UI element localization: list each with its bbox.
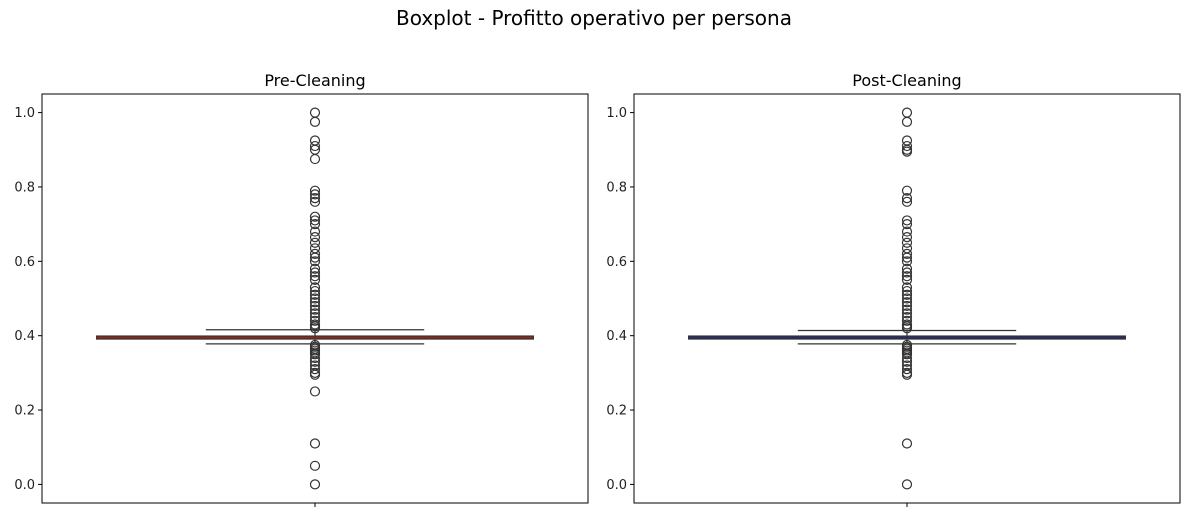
- y-tick-label: 0.6: [606, 255, 627, 270]
- outlier-point: [901, 243, 913, 254]
- y-tick-label: 0.2: [606, 404, 627, 419]
- outlier-point: [309, 367, 321, 378]
- outlier-point: [901, 282, 913, 293]
- outlier-point: [309, 140, 321, 152]
- outlier-point: [309, 311, 321, 323]
- axes-frame: [633, 93, 1181, 504]
- outlier-point: [901, 289, 913, 300]
- y-tick-label: 0.0: [14, 478, 35, 493]
- outlier-point: [901, 479, 913, 490]
- subplot-title: Pre-Cleaning: [264, 71, 365, 90]
- outlier-point: [901, 293, 913, 304]
- outlier-point: [309, 386, 321, 397]
- y-tick-label: 0.4: [14, 329, 35, 344]
- outlier-point: [901, 304, 913, 315]
- outlier-point: [309, 274, 321, 286]
- outlier-point: [901, 297, 913, 308]
- outlier-point: [309, 153, 321, 165]
- outlier-point: [901, 308, 913, 319]
- outlier-point: [901, 237, 913, 248]
- outlier-point: [901, 339, 913, 351]
- outlier-point: [309, 438, 321, 449]
- outlier-point: [901, 232, 913, 243]
- outlier-point: [901, 140, 913, 152]
- y-tick-label: 0.8: [14, 180, 35, 195]
- outlier-point: [309, 248, 321, 259]
- outlier-point: [901, 360, 913, 371]
- outlier-point: [309, 479, 321, 490]
- outlier-point: [901, 219, 913, 230]
- outlier-point: [309, 189, 321, 200]
- outlier-point: [901, 274, 913, 286]
- outlier-point: [901, 267, 913, 278]
- outlier-point: [309, 237, 321, 248]
- y-tick-label: 0.4: [606, 329, 627, 344]
- outlier-point: [309, 185, 321, 196]
- outlier-point: [901, 263, 913, 274]
- outlier-point: [309, 271, 321, 282]
- y-tick-label: 1.0: [606, 106, 627, 121]
- outlier-point: [309, 232, 321, 243]
- outlier-point: [901, 315, 913, 326]
- outlier-point: [901, 285, 913, 297]
- outlier-point: [309, 300, 321, 312]
- y-tick-label: 0.0: [606, 478, 627, 493]
- outlier-point: [309, 219, 321, 230]
- outlier-point: [309, 289, 321, 300]
- outlier-point: [309, 319, 321, 330]
- outlier-point: [901, 256, 913, 267]
- outlier-point: [309, 267, 321, 278]
- y-tick-label: 1.0: [14, 106, 35, 121]
- outlier-point: [309, 116, 321, 127]
- outlier-point: [309, 460, 321, 471]
- left-subplot: Pre-Cleaning 0.0 0.2 0.4 0.6 0.8 1.0: [14, 71, 589, 507]
- outlier-point: [309, 285, 321, 297]
- outlier-point: [901, 226, 913, 237]
- outlier-point: [901, 300, 913, 312]
- outlier-point: [901, 367, 913, 378]
- outlier-point: [309, 135, 321, 146]
- outlier-point: [901, 196, 913, 207]
- outlier-point: [309, 196, 321, 207]
- outlier-point: [309, 360, 321, 371]
- outlier-point: [309, 364, 321, 375]
- y-tick-label: 0.8: [606, 180, 627, 195]
- figure-title: Boxplot - Profitto operativo per persona: [396, 6, 792, 30]
- outlier-point: [901, 271, 913, 282]
- outlier-point: [901, 116, 913, 127]
- y-tick-label: 0.6: [14, 255, 35, 270]
- outlier-point: [309, 215, 321, 226]
- outlier-point: [309, 297, 321, 308]
- outlier-point: [309, 226, 321, 237]
- outlier-point: [901, 248, 913, 259]
- outlier-point: [901, 107, 913, 118]
- outlier-point: [901, 438, 913, 449]
- outlier-point: [901, 319, 913, 330]
- subplot-title: Post-Cleaning: [852, 71, 961, 90]
- outlier-point: [901, 185, 913, 196]
- outlier-point: [901, 215, 913, 226]
- outlier-point: [309, 293, 321, 304]
- right-subplot: Post-Cleaning 0.0 0.2 0.4 0.6 0.8 1.0: [606, 71, 1181, 507]
- outlier-point: [309, 282, 321, 293]
- outlier-point: [309, 211, 321, 222]
- outlier-point: [309, 256, 321, 267]
- outlier-point: [901, 364, 913, 375]
- outlier-point: [309, 107, 321, 118]
- outlier-point: [901, 193, 913, 204]
- outlier-point: [901, 135, 913, 146]
- axes-frame: [41, 93, 589, 504]
- outlier-point: [309, 304, 321, 315]
- outlier-point: [309, 243, 321, 254]
- y-tick-label: 0.2: [14, 404, 35, 419]
- outlier-point: [309, 263, 321, 274]
- outlier-point: [901, 311, 913, 323]
- outlier-point: [309, 308, 321, 319]
- outlier-point: [309, 193, 321, 204]
- outlier-point: [309, 315, 321, 326]
- outlier-point: [309, 339, 321, 351]
